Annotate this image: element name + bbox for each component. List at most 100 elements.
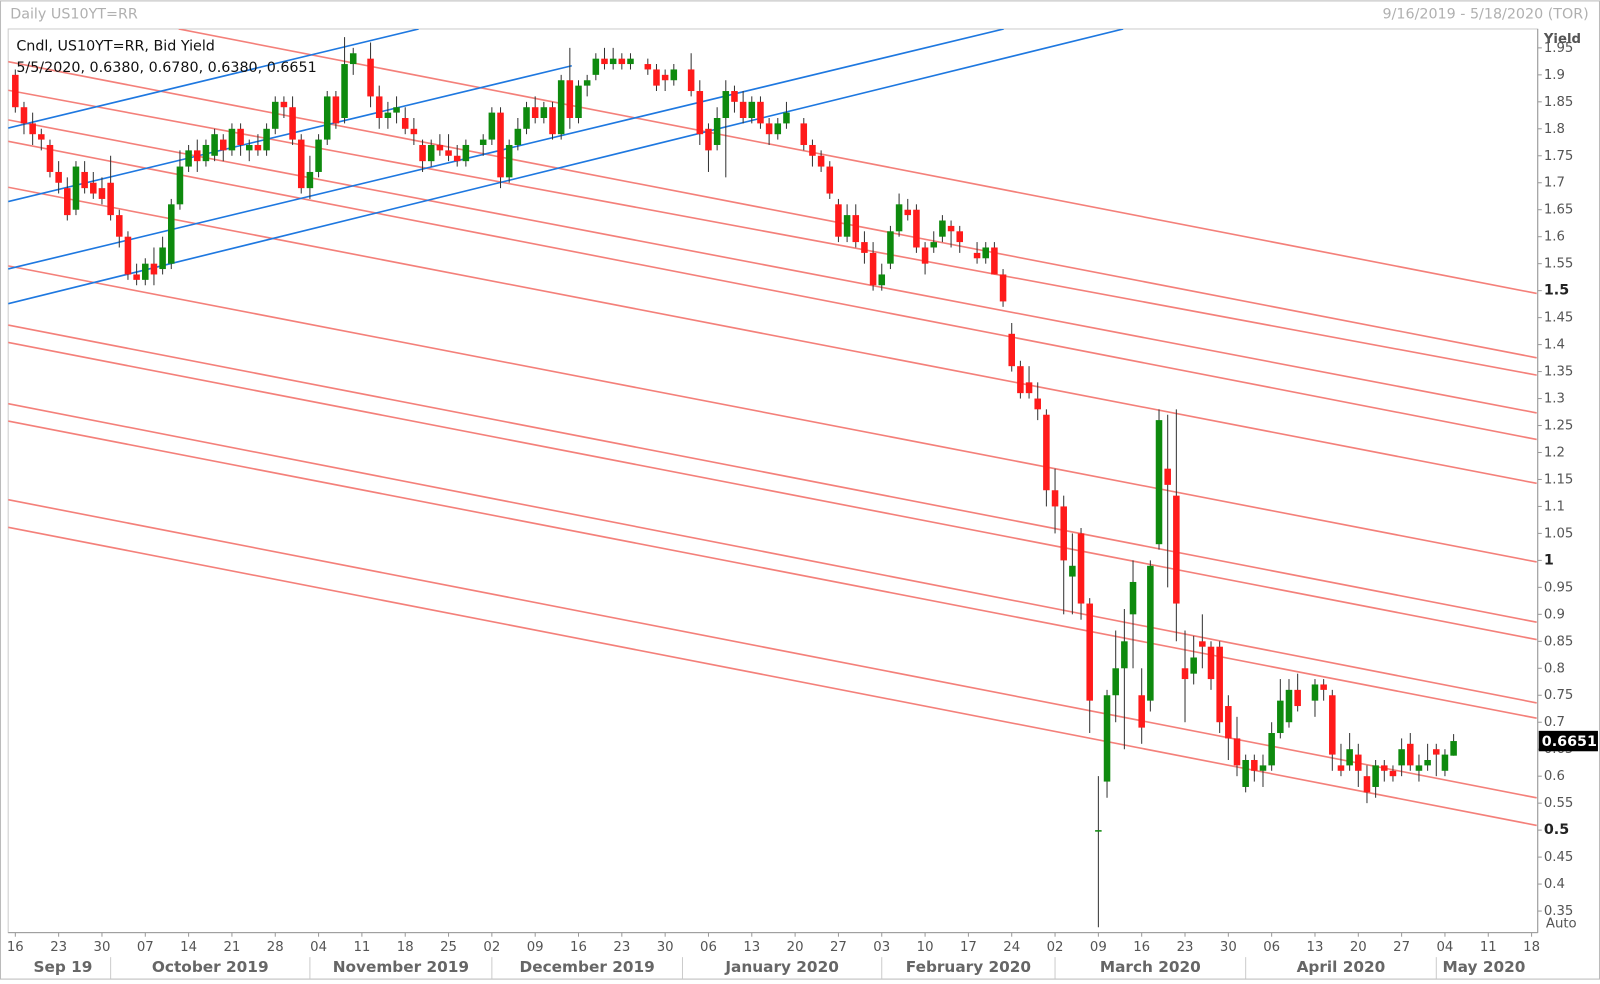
y-tick-label: 0.6 (1544, 769, 1565, 784)
candle-body (263, 128, 270, 151)
candle-body (731, 91, 738, 102)
date-range: 9/16/2019 - 5/18/2020 (TOR) (1383, 7, 1589, 23)
candle-body (1069, 565, 1076, 577)
last-value-tag (1538, 730, 1598, 752)
candle-body (1441, 754, 1449, 771)
x-tick-label: 27 (1393, 940, 1410, 955)
candle-body (852, 215, 860, 243)
candle-body (1138, 695, 1145, 728)
candle-body (843, 215, 851, 237)
y-tick-label: 0.45 (1544, 850, 1574, 865)
x-tick-label: 07 (137, 940, 154, 955)
candle-body (410, 128, 418, 135)
candle-body (514, 128, 522, 145)
candle-body (1025, 382, 1033, 394)
candle-body (1121, 641, 1128, 669)
x-tick-label: 16 (7, 940, 24, 955)
legend-line: 5/5/2020, 0.6380, 0.6780, 0.6380, 0.6651 (16, 60, 316, 76)
candle-body (211, 134, 218, 156)
candle-body (601, 58, 608, 65)
candle-body (1043, 414, 1050, 491)
candle-body (939, 220, 946, 237)
x-tick-label: 06 (1263, 940, 1280, 955)
candle-body (783, 112, 790, 124)
trend-line (178, 28, 1537, 295)
x-tick-label: 16 (570, 940, 587, 955)
candle-body (1034, 398, 1041, 410)
x-tick-label: 23 (1177, 940, 1194, 955)
trend-line (8, 89, 1537, 376)
candle-body (644, 64, 652, 70)
candle-body (1389, 770, 1397, 777)
scale-mode: Auto (1546, 916, 1577, 931)
candle-body (1199, 641, 1206, 647)
candle-body (349, 53, 357, 65)
month-label: April 2020 (1297, 958, 1386, 976)
x-tick-label: 18 (397, 940, 414, 955)
y-axis-label: Yield (1543, 32, 1581, 47)
candle-body (1363, 776, 1371, 793)
candle-body (1077, 533, 1085, 604)
candle-body (124, 236, 132, 275)
candle-body (1008, 333, 1015, 367)
candle-body (826, 166, 834, 194)
x-tick-label: 30 (94, 940, 111, 955)
candle-body (453, 155, 461, 162)
candle-body (540, 107, 548, 119)
candle-body (661, 74, 669, 81)
candle-body (549, 107, 556, 135)
candle-body (1398, 749, 1405, 766)
candle-body (592, 58, 600, 75)
candle-body (142, 263, 149, 280)
x-tick-label: 03 (873, 940, 890, 955)
candle-body (332, 96, 340, 124)
y-tick-label: 1.6 (1544, 230, 1565, 245)
candle-body (1173, 495, 1180, 604)
trend-lines (8, 28, 1537, 827)
month-label: Sep 19 (33, 958, 92, 976)
last-value-label: 0.6651 (1542, 734, 1597, 750)
candle-body (185, 150, 192, 167)
x-tick-label: 09 (1090, 940, 1107, 955)
y-tick-label: 1.8 (1544, 122, 1565, 137)
month-label: December 2019 (520, 958, 655, 976)
trend-line (8, 420, 1537, 720)
candle-body (930, 242, 938, 248)
x-tick-label: 04 (1436, 940, 1453, 955)
candle-body (973, 252, 981, 259)
y-tick-label: 0.7 (1544, 715, 1565, 730)
candle-body (1372, 765, 1379, 787)
candle-body (38, 134, 45, 140)
candle-body (1129, 581, 1137, 615)
candle-body (809, 144, 816, 156)
candle-body (583, 80, 591, 86)
x-tick-label: 13 (1307, 940, 1324, 955)
legend-line: Cndl, US10YT=RR, Bid Yield (16, 38, 215, 54)
candle-body (116, 215, 123, 237)
candle-body (194, 150, 201, 162)
candle-body (497, 112, 504, 178)
candle-body (323, 96, 331, 140)
candle-body (367, 58, 374, 97)
x-tick-label: 04 (310, 940, 327, 955)
y-tick-label: 0.5 (1544, 822, 1569, 838)
candle-body (1355, 754, 1362, 771)
candle-body (1415, 765, 1423, 771)
candle-body (1181, 668, 1189, 680)
month-label: January 2020 (724, 958, 839, 976)
trend-line (8, 402, 1537, 704)
candle-body (297, 139, 305, 189)
candle-body (1294, 689, 1301, 707)
trend-line (8, 526, 1537, 827)
candle-body (1381, 765, 1388, 771)
x-tick-label: 30 (657, 940, 674, 955)
candle-body (1190, 657, 1197, 674)
candles (12, 37, 1457, 928)
candle-body (575, 85, 582, 119)
y-tick-label: 0.75 (1544, 688, 1574, 703)
candle-body (1103, 695, 1111, 782)
candle-body (956, 231, 964, 243)
candle-body (46, 144, 54, 172)
chart-title: Daily US10YT=RR (10, 7, 138, 23)
candle-body (609, 58, 617, 65)
